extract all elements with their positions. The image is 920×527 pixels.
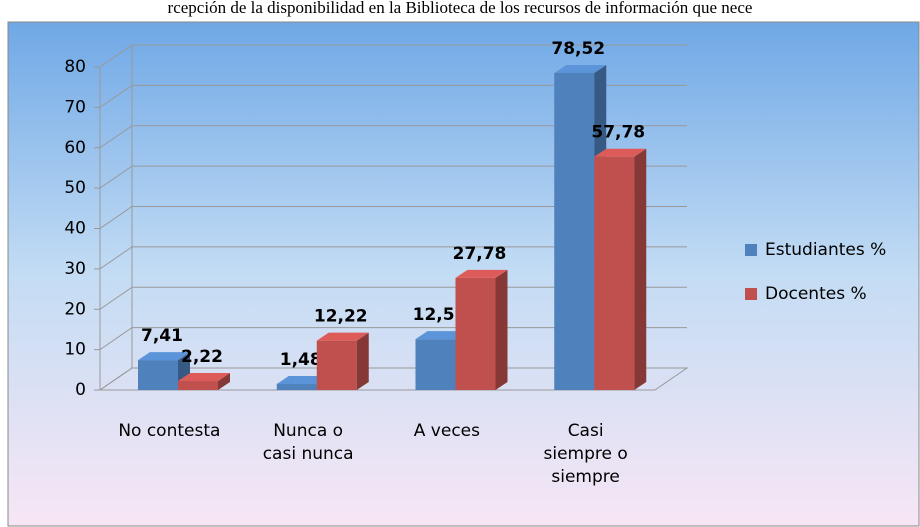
y-tick-label: 80 [64, 57, 86, 77]
grid-line [99, 327, 133, 351]
grid-line [99, 286, 133, 310]
y-tick-label: 0 [75, 380, 86, 400]
grid-line [99, 165, 133, 189]
y-tick-label: 70 [64, 97, 86, 117]
bar-side [634, 148, 647, 390]
y-tick-label: 60 [64, 138, 86, 158]
data-label: 1,48 [280, 350, 322, 370]
data-label: 2,22 [181, 347, 223, 367]
bar [138, 360, 178, 390]
grid-line [99, 125, 133, 149]
bar-top [178, 373, 230, 382]
bar-top [415, 331, 468, 340]
data-label: 78,52 [551, 39, 605, 59]
bar [554, 72, 595, 391]
bar [316, 340, 357, 390]
legend-swatch [745, 244, 757, 256]
grid-line [99, 44, 133, 68]
bar [415, 339, 456, 390]
data-label: 12,59 [413, 305, 467, 325]
data-label: 7,41 [141, 326, 183, 346]
y-tick-label: 10 [64, 340, 86, 360]
data-label: 12,22 [314, 307, 368, 327]
bar [594, 156, 635, 390]
bar-side [218, 373, 230, 390]
y-tick-label: 30 [64, 259, 86, 279]
bar [178, 381, 218, 390]
data-label: 57,78 [591, 123, 645, 143]
grid-line [99, 367, 133, 391]
bar-top [594, 148, 647, 157]
grid-line [99, 206, 133, 229]
bar-top [138, 352, 190, 361]
legend-label: Docentes % [765, 284, 867, 304]
chart-title: rcepción de la disponibilidad en la Bibl… [168, 0, 753, 17]
legend-swatch [745, 288, 757, 300]
bar [276, 384, 317, 390]
bar-top [276, 376, 329, 385]
y-tick-label: 20 [64, 299, 86, 319]
y-tick-label: 40 [64, 219, 86, 239]
bar-top [554, 64, 607, 73]
bar-side [495, 269, 508, 390]
bar [455, 277, 496, 390]
legend-label: Estudiantes % [765, 240, 886, 260]
x-tick-label: A veces [413, 421, 480, 441]
x-tick-label: No contesta [118, 421, 221, 441]
bar-side [356, 332, 369, 390]
grid-line [99, 246, 133, 270]
grid-line [99, 84, 133, 108]
y-tick-label: 50 [64, 178, 86, 198]
x-tick-label: Casi siempre o siempre [543, 421, 628, 487]
x-tick-label: Nunca o casi nunca [262, 421, 354, 464]
bar-top [455, 269, 508, 278]
bar-top [316, 332, 369, 341]
data-label: 27,78 [453, 244, 507, 264]
